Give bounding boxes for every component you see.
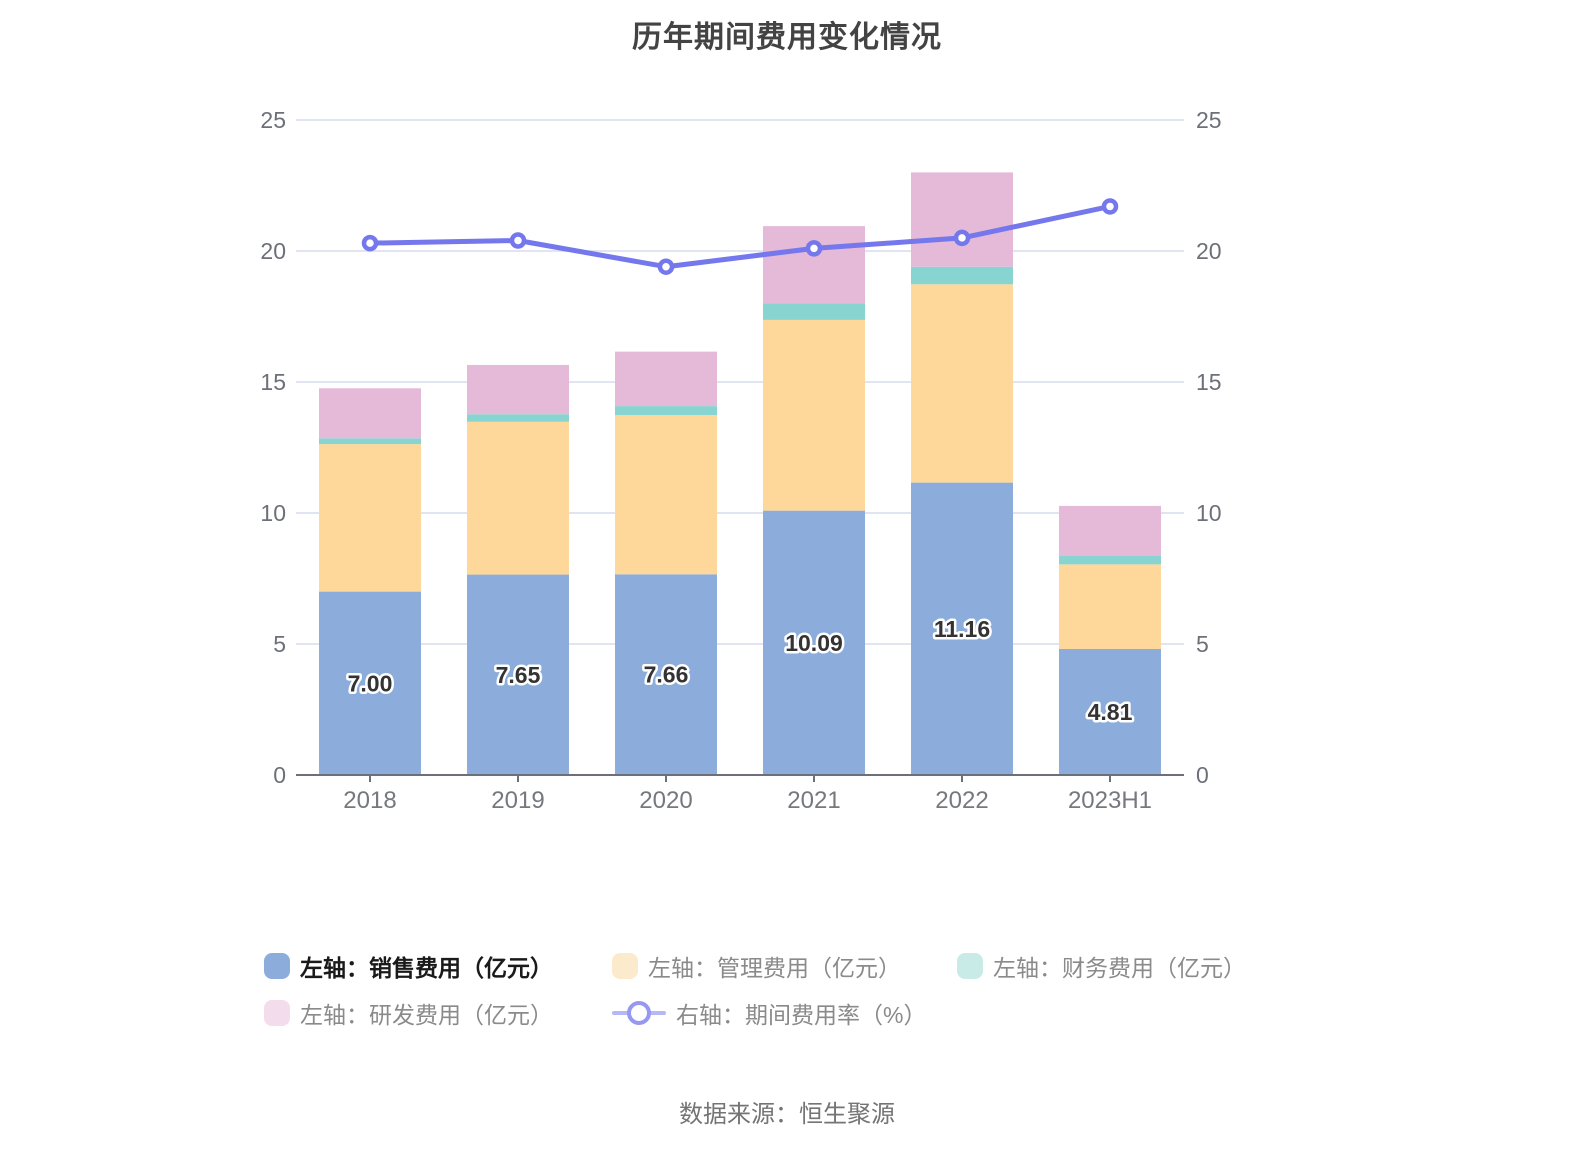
x-axis-label: 2018 [343, 787, 396, 814]
y-axis-label-left: 10 [260, 500, 286, 526]
bar-segment-series0[interactable] [319, 591, 421, 775]
bar-segment-series0[interactable] [1059, 648, 1161, 775]
line-marker[interactable] [1101, 198, 1119, 215]
legend-item-finance-expense[interactable]: 左轴：财务费用（亿元） [957, 952, 1246, 981]
bar-segment-series3[interactable] [911, 172, 1013, 267]
bar-segment-series1[interactable] [1059, 564, 1161, 649]
legend-item-sales-expense[interactable]: 左轴：销售费用（亿元） [264, 952, 553, 981]
bar-value-label: 7.00 [348, 670, 393, 696]
rd-expense-swatch-icon [264, 1000, 290, 1026]
y-axis-label-left: 20 [260, 238, 286, 264]
admin-expense-swatch-icon [612, 953, 638, 979]
line-marker[interactable] [509, 232, 527, 249]
bar-segment-series2[interactable] [467, 414, 569, 422]
y-axis-label-left: 15 [260, 369, 286, 395]
y-axis-label-right: 20 [1196, 238, 1222, 264]
x-axis-label: 2020 [639, 787, 692, 814]
line-marker[interactable] [657, 258, 675, 275]
line-marker[interactable] [805, 240, 823, 257]
expense-ratio-line-icon [612, 1000, 666, 1026]
bar-segment-series2[interactable] [911, 266, 1013, 285]
y-axis-label-left: 25 [260, 107, 286, 133]
finance-expense-swatch-icon [957, 953, 983, 979]
bar-value-label: 7.65 [496, 662, 541, 688]
bar-segment-series1[interactable] [911, 284, 1013, 483]
bar-segment-series1[interactable] [467, 421, 569, 575]
bar-segment-series2[interactable] [615, 406, 717, 416]
legend-item-rd-expense[interactable]: 左轴：研发费用（亿元） [264, 999, 553, 1028]
legend-label: 左轴：研发费用（亿元） [300, 1002, 553, 1028]
bar-segment-series3[interactable] [763, 226, 865, 304]
data-source-caption: 数据来源：恒生聚源 [679, 1101, 895, 1128]
legend-label: 右轴：期间费用率（%） [676, 1002, 927, 1028]
bar-segment-series2[interactable] [763, 303, 865, 320]
bar-segment-series0[interactable] [615, 574, 717, 775]
legend-label: 左轴：管理费用（亿元） [648, 955, 901, 981]
legend-item-admin-expense[interactable]: 左轴：管理费用（亿元） [612, 952, 901, 981]
bar-segment-series2[interactable] [319, 438, 421, 445]
legend-item-expense-ratio[interactable]: 右轴：期间费用率（%） [612, 999, 927, 1028]
legend-label: 左轴：销售费用（亿元） [300, 955, 553, 981]
bar-segment-series0[interactable] [763, 510, 865, 775]
y-axis-label-left: 5 [273, 631, 286, 657]
y-axis-label-right: 10 [1196, 500, 1222, 526]
y-axis-label-right: 0 [1196, 762, 1209, 788]
x-axis-label: 2019 [491, 787, 544, 814]
bar-segment-series1[interactable] [319, 444, 421, 592]
line-marker[interactable] [361, 234, 379, 252]
bar-segment-series3[interactable] [319, 388, 421, 439]
y-axis-label-right: 5 [1196, 631, 1209, 657]
bar-segment-series2[interactable] [1059, 555, 1161, 565]
bar-value-label: 4.81 [1088, 699, 1133, 725]
x-axis-label: 2022 [935, 787, 988, 814]
legend-label: 左轴：财务费用（亿元） [993, 955, 1246, 981]
x-axis-label: 2023H1 [1068, 787, 1152, 814]
y-axis-label-right: 15 [1196, 369, 1222, 395]
combo-chart-canvas: 0 5 10 15 20 25 0 5 10 15 20 25 2018 2019 2020 2021 2022… [260, 107, 1222, 814]
bar-segment-series3[interactable] [615, 351, 717, 407]
y-axis-label-left: 0 [273, 762, 286, 788]
bar-segment-series1[interactable] [615, 415, 717, 575]
bar-segment-series3[interactable] [1059, 505, 1161, 556]
bar-segment-series3[interactable] [467, 364, 569, 415]
expense-ratio-line [367, 203, 1113, 270]
bar-segment-series0[interactable] [467, 574, 569, 775]
sales-expense-swatch-icon [264, 953, 290, 979]
line-marker[interactable] [953, 229, 971, 247]
x-axis-label: 2021 [787, 787, 840, 814]
bar-value-label: 7.66 [644, 662, 689, 688]
bar-value-label: 11.16 [934, 616, 990, 642]
bar-segment-series0[interactable] [911, 482, 1013, 775]
chart-title: 历年期间费用变化情况 [632, 21, 942, 54]
bar-segment-series1[interactable] [763, 319, 865, 511]
y-axis-label-right: 25 [1196, 107, 1222, 133]
bar-value-label: 10.09 [785, 630, 843, 656]
